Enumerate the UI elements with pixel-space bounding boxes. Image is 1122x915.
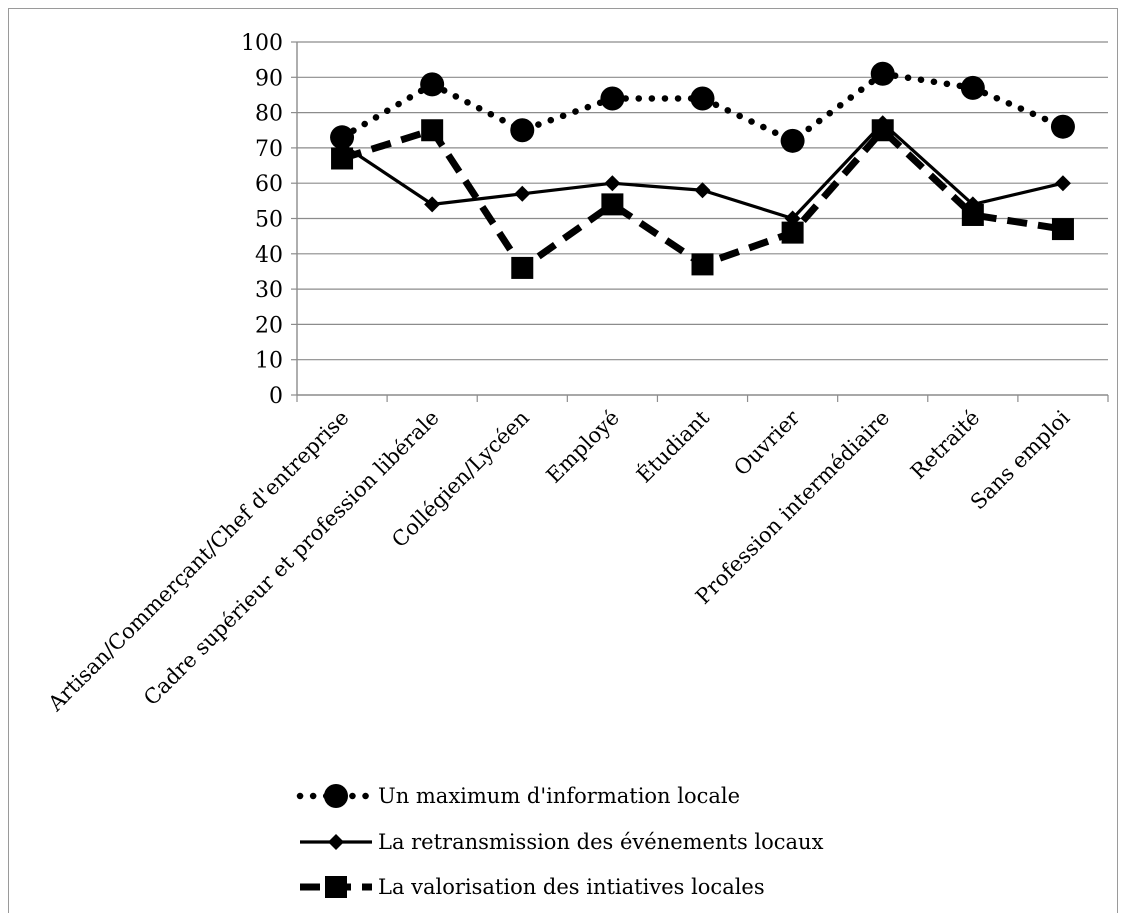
marker-square <box>1051 218 1074 241</box>
marker-circle <box>420 72 445 97</box>
y-tick-label: 20 <box>255 313 283 338</box>
y-tick-label: 100 <box>241 31 283 56</box>
marker-square <box>691 253 714 276</box>
marker-square <box>871 119 894 142</box>
y-tick-label: 80 <box>255 102 283 127</box>
marker-square <box>781 221 804 244</box>
series-line-2 <box>341 121 1064 221</box>
x-tick-label: Ouvrier <box>729 405 805 481</box>
marker-square <box>511 256 534 279</box>
axes <box>291 41 1109 402</box>
x-tick-label: Employé <box>542 406 624 488</box>
marker-square <box>331 147 354 170</box>
marker-diamond <box>604 175 621 192</box>
legend-label: La retransmission des événements locaux <box>378 830 824 854</box>
y-tick-label: 50 <box>255 208 283 233</box>
legend-label: Un maximum d'information locale <box>378 784 740 808</box>
marker-square <box>601 193 624 216</box>
legend: Un maximum d'information locale La retran… <box>296 784 824 899</box>
marker-diamond <box>1054 175 1071 192</box>
chart-frame <box>8 8 1118 913</box>
marker-square <box>961 203 984 226</box>
y-tick-label: 70 <box>255 137 283 162</box>
y-tick-label: 40 <box>255 243 283 268</box>
marker-circle <box>1050 114 1075 139</box>
marker-square <box>325 876 347 898</box>
marker-diamond <box>514 185 531 202</box>
y-tick-label: 60 <box>255 172 283 197</box>
y-tick-label: 10 <box>255 349 283 374</box>
marker-diamond <box>694 182 711 199</box>
marker-circle <box>600 86 625 111</box>
x-axis-tick-labels: Artisan/Commerçant/Chef d'entrepriseCadr… <box>43 405 1075 716</box>
x-tick-label: Profession intermédiaire <box>691 406 894 609</box>
marker-circle <box>690 86 715 111</box>
marker-circle <box>510 118 535 143</box>
y-tick-label: 90 <box>255 66 283 91</box>
y-axis-tick-labels: 0 10 20 30 40 50 60 70 80 90 100 <box>241 31 283 409</box>
x-tick-label: Retraité <box>906 406 984 484</box>
x-tick-label: Étudiant <box>632 405 714 487</box>
marker-diamond <box>424 196 441 213</box>
series-markers <box>330 61 1075 279</box>
marker-circle <box>870 61 895 86</box>
legend-label: La valorisation des intiatives locales <box>378 875 765 899</box>
marker-diamond <box>328 834 344 850</box>
x-tick-label: Artisan/Commerçant/Chef d'entreprise <box>43 406 354 717</box>
marker-circle <box>324 784 348 808</box>
marker-circle <box>780 128 805 153</box>
y-tick-label: 30 <box>255 278 283 303</box>
series-line-3 <box>341 126 1064 272</box>
y-tick-label: 0 <box>269 384 283 409</box>
marker-circle <box>960 75 985 100</box>
marker-square <box>421 119 444 142</box>
